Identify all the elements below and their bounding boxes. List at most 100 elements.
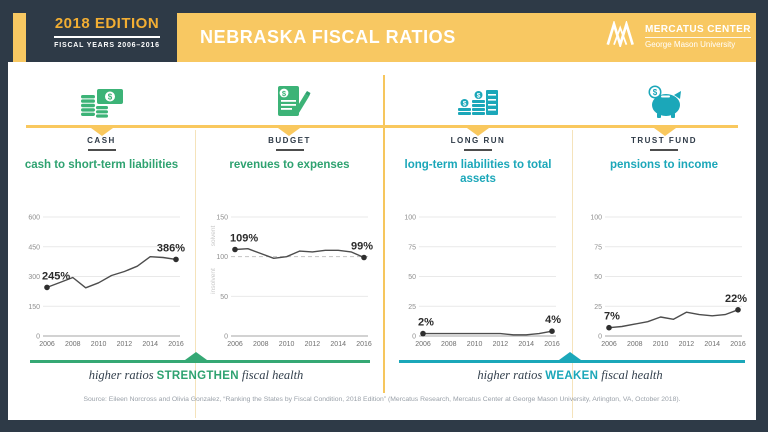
chevron-up-icon <box>185 352 207 360</box>
chart-title-budget: revenues to expenses <box>229 159 350 171</box>
chevron-down-icon <box>278 128 300 136</box>
piggy-bank-icon: $ <box>572 82 756 120</box>
weaken-caption: higher ratios WEAKEN fiscal health <box>384 368 756 383</box>
svg-text:$: $ <box>463 101 467 108</box>
svg-text:2010: 2010 <box>278 341 294 348</box>
svg-text:2014: 2014 <box>704 341 720 348</box>
panel-cash: $ CASH cash to short-term liabilities 60… <box>8 62 195 362</box>
svg-text:2012: 2012 <box>679 341 695 348</box>
mercatus-logo-text: MERCATUS CENTER George Mason University <box>645 24 751 49</box>
svg-text:0: 0 <box>598 334 602 341</box>
svg-text:25: 25 <box>594 304 602 311</box>
panel-label-long-run: LONG RUN <box>450 136 506 145</box>
chart-title-trust-fund: pensions to income <box>610 159 718 171</box>
money-stacks-icon: $ $ <box>384 82 572 120</box>
panel-label-underline <box>87 149 116 151</box>
svg-text:50: 50 <box>220 294 228 301</box>
panel-label-budget: BUDGET <box>268 136 311 145</box>
svg-text:50: 50 <box>408 274 416 281</box>
svg-text:100: 100 <box>404 215 416 222</box>
svg-text:100: 100 <box>216 254 228 261</box>
panel-label-underline <box>650 149 678 151</box>
page-title: NEBRASKA FISCAL RATIOS <box>200 27 456 47</box>
chevron-up-icon <box>559 352 581 360</box>
svg-text:50: 50 <box>594 274 602 281</box>
chevron-down-icon <box>654 128 676 136</box>
panel-budget: $ BUDGET revenues to expenses 150 100 50 0 s… <box>195 62 384 362</box>
panel-long-run: $ $ LONG RUN long-term liabilities to to… <box>384 62 572 362</box>
svg-text:0: 0 <box>36 334 40 341</box>
panel-divider-right <box>572 130 573 418</box>
budget-document-icon: $ <box>195 82 384 120</box>
svg-text:2010: 2010 <box>90 341 106 348</box>
caption-pre: higher ratios <box>477 368 543 382</box>
panel-label-cash: CASH <box>87 136 116 145</box>
svg-text:25: 25 <box>408 304 416 311</box>
edition-badge-title: 2018 EDITION <box>54 15 160 32</box>
mercatus-logo-divider <box>645 37 751 38</box>
svg-text:4%: 4% <box>545 314 561 326</box>
panel-divider-left <box>195 130 196 418</box>
caption-pre: higher ratios <box>88 368 154 382</box>
svg-text:75: 75 <box>594 244 602 251</box>
svg-text:150: 150 <box>28 304 40 311</box>
budget-line-chart: 150 100 50 0 solvent insolvent 2006 2008 2010 201… <box>210 215 373 349</box>
svg-text:300: 300 <box>28 274 40 281</box>
content-area: $ CASH cash to short-term liabilities 60… <box>8 62 756 420</box>
caption-post: fiscal health <box>601 368 663 382</box>
chart-title-long-run: long-term liabilities to total assets <box>404 159 552 186</box>
svg-text:2006: 2006 <box>601 341 617 348</box>
panel-label-trust-fund: TRUST FUND <box>630 136 698 145</box>
caption-post: fiscal health <box>241 368 304 382</box>
svg-text:245%: 245% <box>42 270 70 282</box>
cash-coins-icon: $ <box>8 82 195 120</box>
svg-text:2010: 2010 <box>653 341 669 348</box>
svg-text:insolvent: insolvent <box>210 268 217 294</box>
svg-text:2006: 2006 <box>39 341 55 348</box>
svg-text:0: 0 <box>224 334 228 341</box>
mercatus-logo: MERCATUS CENTER George Mason University <box>606 19 751 52</box>
svg-text:2016: 2016 <box>544 341 560 348</box>
panel-trust-fund: $ TRUST FUND pensions to income 100 75 50 2… <box>572 62 756 362</box>
svg-text:109%: 109% <box>230 233 258 245</box>
edition-badge-rule <box>54 36 160 38</box>
svg-text:$: $ <box>281 89 286 98</box>
header-accent-stripe <box>13 13 26 63</box>
panel-label-underline <box>275 149 304 151</box>
svg-text:2014: 2014 <box>330 341 346 348</box>
weaken-ribbon-line <box>399 360 745 363</box>
svg-text:$: $ <box>653 88 658 97</box>
svg-text:99%: 99% <box>350 241 372 253</box>
strengthen-ribbon-line <box>30 360 370 363</box>
mercatus-logo-university: George Mason University <box>645 40 736 49</box>
svg-text:2006: 2006 <box>415 341 431 348</box>
mercatus-logo-icon <box>606 19 638 52</box>
icon-row-rule <box>26 125 738 128</box>
caption-strengthen: STRENGTHEN <box>156 370 239 382</box>
svg-text:2016: 2016 <box>356 341 372 348</box>
svg-text:386%: 386% <box>156 242 184 254</box>
strengthen-caption: higher ratios STRENGTHEN fiscal health <box>8 368 384 383</box>
svg-text:2016: 2016 <box>730 341 746 348</box>
svg-text:22%: 22% <box>725 293 747 305</box>
svg-text:$: $ <box>477 93 481 100</box>
svg-text:$: $ <box>107 93 112 102</box>
svg-text:2008: 2008 <box>441 341 457 348</box>
svg-text:2012: 2012 <box>116 341 132 348</box>
svg-text:2008: 2008 <box>627 341 643 348</box>
svg-text:2008: 2008 <box>253 341 269 348</box>
svg-text:600: 600 <box>28 215 40 222</box>
source-citation: Source: Eileen Norcross and Olivia Gonza… <box>83 396 681 403</box>
panel-label-underline <box>464 149 492 151</box>
svg-text:2010: 2010 <box>467 341 483 348</box>
svg-text:450: 450 <box>28 244 40 251</box>
svg-text:2014: 2014 <box>518 341 534 348</box>
svg-text:0: 0 <box>412 334 416 341</box>
svg-text:7%: 7% <box>604 311 620 323</box>
svg-text:2016: 2016 <box>168 341 184 348</box>
chart-title-cash: cash to short-term liabilities <box>24 159 179 171</box>
